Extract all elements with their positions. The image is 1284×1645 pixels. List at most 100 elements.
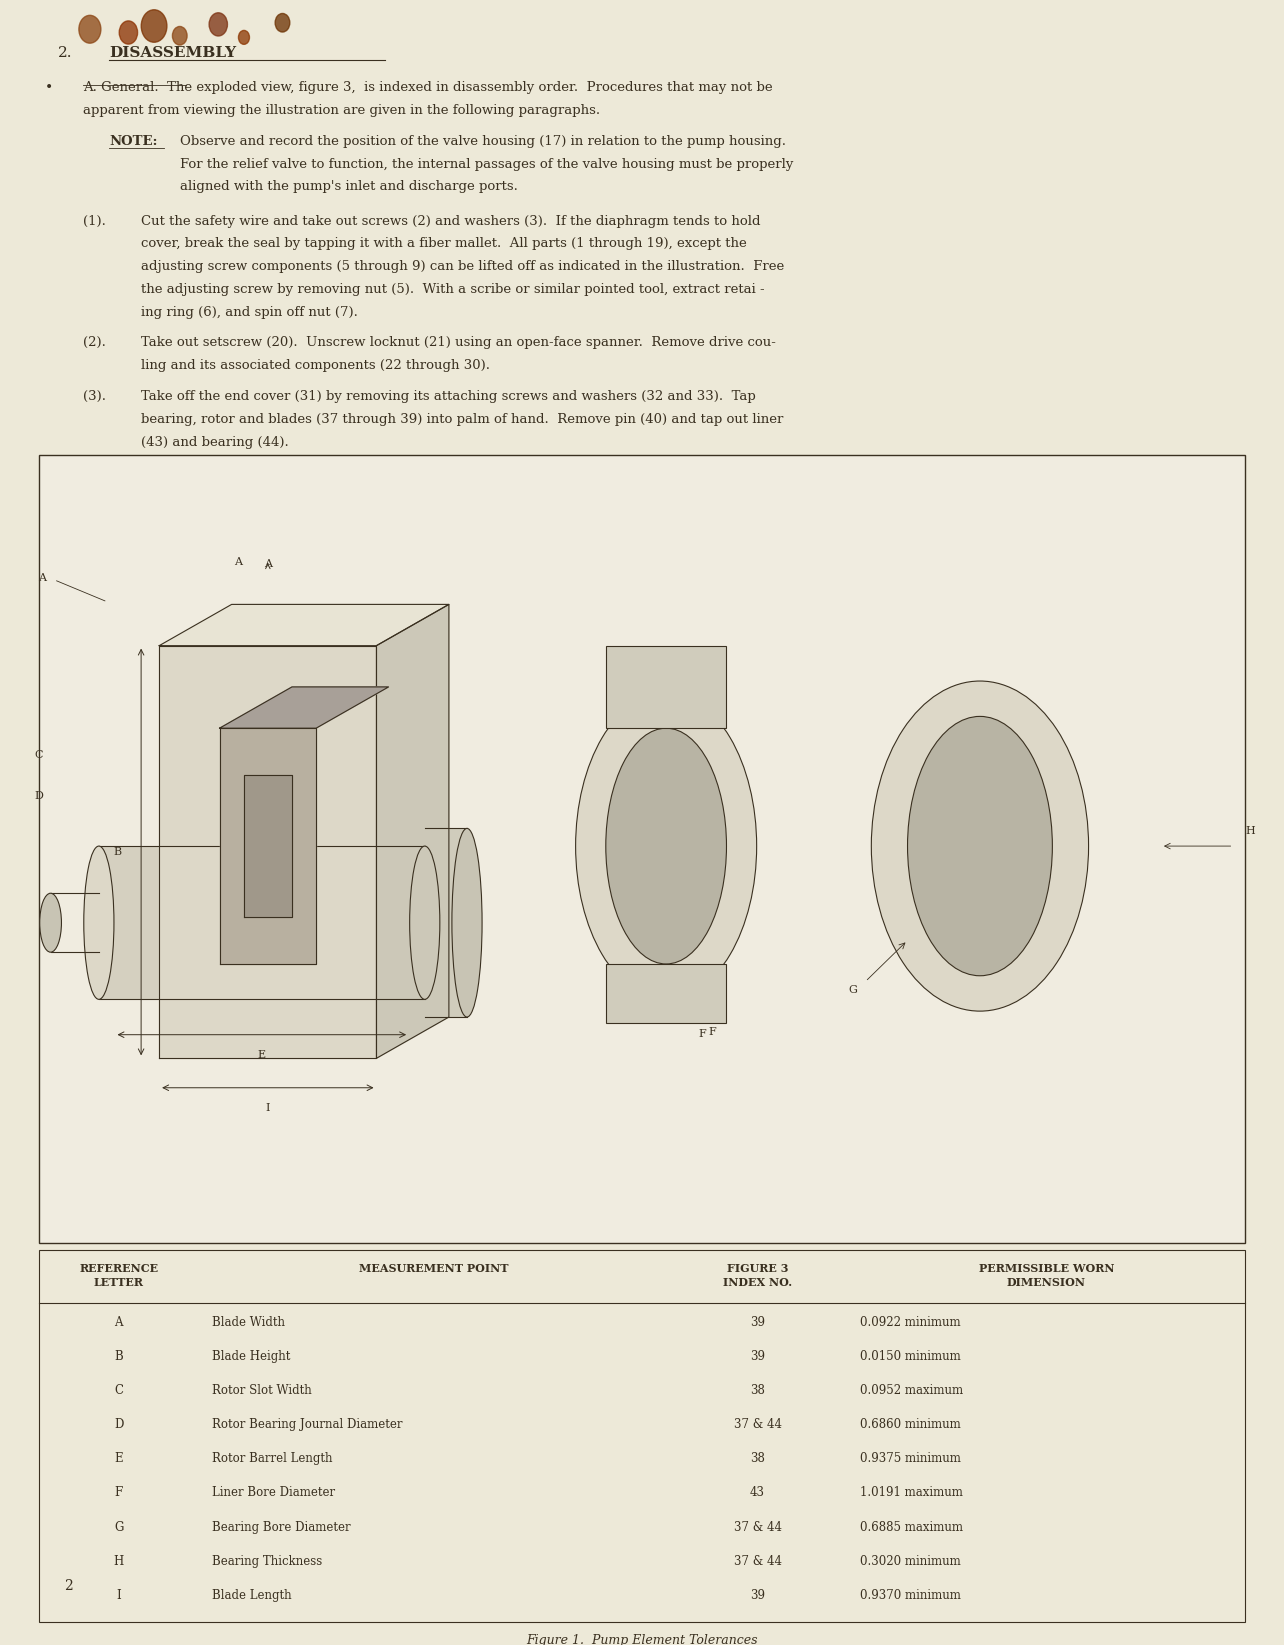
- Text: 0.6860 minimum: 0.6860 minimum: [860, 1418, 960, 1431]
- Text: Cut the safety wire and take out screws (2) and washers (3).  If the diaphragm t: Cut the safety wire and take out screws …: [141, 214, 760, 227]
- Text: adjusting screw components (5 through 9) can be lifted off as indicated in the i: adjusting screw components (5 through 9)…: [141, 260, 785, 273]
- Text: A: A: [114, 1316, 123, 1329]
- Text: DISASSEMBLY: DISASSEMBLY: [109, 46, 236, 59]
- Text: E: E: [114, 1453, 123, 1466]
- Text: E: E: [258, 1050, 266, 1061]
- Ellipse shape: [908, 717, 1053, 975]
- Text: A: A: [263, 559, 272, 569]
- Ellipse shape: [452, 829, 482, 1017]
- Text: B: B: [113, 847, 121, 857]
- Bar: [606, 645, 727, 729]
- Text: Figure 1.  Pump Element Tolerances: Figure 1. Pump Element Tolerances: [526, 1633, 758, 1645]
- Text: •: •: [45, 81, 53, 95]
- Ellipse shape: [575, 693, 756, 1000]
- Bar: [425, 829, 467, 1017]
- Text: Liner Bore Diameter: Liner Bore Diameter: [212, 1487, 335, 1499]
- Text: 0.3020 minimum: 0.3020 minimum: [860, 1555, 960, 1568]
- Text: NOTE:: NOTE:: [109, 135, 158, 148]
- Text: 39: 39: [750, 1589, 765, 1602]
- Text: F: F: [114, 1487, 123, 1499]
- Text: MEASUREMENT POINT: MEASUREMENT POINT: [358, 1263, 508, 1273]
- Circle shape: [78, 15, 101, 43]
- Circle shape: [141, 10, 167, 43]
- Text: 0.9375 minimum: 0.9375 minimum: [860, 1453, 962, 1466]
- Text: 2: 2: [64, 1579, 73, 1592]
- Text: PERMISSIBLE WORN
DIMENSION: PERMISSIBLE WORN DIMENSION: [978, 1263, 1115, 1288]
- Text: 43: 43: [750, 1487, 765, 1499]
- Text: D: D: [114, 1418, 123, 1431]
- Text: (1).: (1).: [83, 214, 107, 227]
- Text: REFERENCE
LETTER: REFERENCE LETTER: [80, 1263, 158, 1288]
- Text: Rotor Slot Width: Rotor Slot Width: [212, 1383, 312, 1397]
- Polygon shape: [244, 775, 291, 916]
- Ellipse shape: [83, 846, 114, 1000]
- Text: D: D: [35, 791, 42, 801]
- Text: Take out setscrew (20).  Unscrew locknut (21) using an open-face spanner.  Remov: Take out setscrew (20). Unscrew locknut …: [141, 337, 776, 349]
- Text: ling and its associated components (22 through 30).: ling and its associated components (22 t…: [141, 359, 490, 372]
- FancyBboxPatch shape: [39, 456, 1245, 1244]
- Text: (3).: (3).: [83, 390, 107, 403]
- Text: 37 & 44: 37 & 44: [733, 1418, 782, 1431]
- Text: H: H: [114, 1555, 123, 1568]
- Text: 38: 38: [750, 1383, 765, 1397]
- Ellipse shape: [872, 681, 1089, 1012]
- Text: FIGURE 3
INDEX NO.: FIGURE 3 INDEX NO.: [723, 1263, 792, 1288]
- Text: 38: 38: [750, 1453, 765, 1466]
- Text: 39: 39: [750, 1351, 765, 1364]
- Text: 0.6885 maximum: 0.6885 maximum: [860, 1520, 963, 1533]
- Circle shape: [275, 13, 290, 31]
- Text: I: I: [266, 1104, 270, 1114]
- Text: H: H: [1245, 826, 1256, 836]
- Ellipse shape: [40, 893, 62, 952]
- Text: G: G: [114, 1520, 123, 1533]
- Circle shape: [172, 26, 187, 44]
- Circle shape: [239, 30, 249, 44]
- Text: For the relief valve to function, the internal passages of the valve housing mus: For the relief valve to function, the in…: [180, 158, 794, 171]
- Text: cover, break the seal by tapping it with a fiber mallet.  All parts (1 through 1: cover, break the seal by tapping it with…: [141, 237, 747, 250]
- Text: 37 & 44: 37 & 44: [733, 1555, 782, 1568]
- Text: F: F: [698, 1028, 706, 1038]
- Text: 37 & 44: 37 & 44: [733, 1520, 782, 1533]
- Text: 2.: 2.: [58, 46, 72, 59]
- Text: 0.0952 maximum: 0.0952 maximum: [860, 1383, 963, 1397]
- Text: C: C: [114, 1383, 123, 1397]
- Text: ing ring (6), and spin off nut (7).: ing ring (6), and spin off nut (7).: [141, 306, 358, 319]
- Text: Blade Height: Blade Height: [212, 1351, 290, 1364]
- Text: 1.0191 maximum: 1.0191 maximum: [860, 1487, 963, 1499]
- Text: 0.9370 minimum: 0.9370 minimum: [860, 1589, 962, 1602]
- Text: Bearing Bore Diameter: Bearing Bore Diameter: [212, 1520, 351, 1533]
- Text: C: C: [35, 750, 42, 760]
- Text: A: A: [234, 558, 241, 568]
- Text: G: G: [849, 985, 858, 995]
- Text: A. General.  The exploded view, figure 3,  is indexed in disassembly order.  Pro: A. General. The exploded view, figure 3,…: [83, 81, 773, 94]
- Text: (43) and bearing (44).: (43) and bearing (44).: [141, 436, 289, 449]
- Text: 0.0922 minimum: 0.0922 minimum: [860, 1316, 960, 1329]
- Polygon shape: [376, 604, 449, 1058]
- Text: 39: 39: [750, 1316, 765, 1329]
- Text: A: A: [39, 572, 46, 582]
- Polygon shape: [159, 604, 449, 645]
- Text: I: I: [117, 1589, 121, 1602]
- Text: the adjusting screw by removing nut (5).  With a scribe or similar pointed tool,: the adjusting screw by removing nut (5).…: [141, 283, 765, 296]
- Text: Take off the end cover (31) by removing its attaching screws and washers (32 and: Take off the end cover (31) by removing …: [141, 390, 756, 403]
- Text: B: B: [114, 1351, 123, 1364]
- Text: Rotor Barrel Length: Rotor Barrel Length: [212, 1453, 333, 1466]
- Text: apparent from viewing the illustration are given in the following paragraphs.: apparent from viewing the illustration a…: [83, 104, 601, 117]
- Text: F: F: [709, 1026, 716, 1036]
- Bar: [39, 1250, 1245, 1622]
- Ellipse shape: [606, 729, 727, 964]
- Text: Blade Length: Blade Length: [212, 1589, 291, 1602]
- Text: (2).: (2).: [83, 337, 107, 349]
- Text: Blade Width: Blade Width: [212, 1316, 285, 1329]
- Bar: [606, 964, 727, 1023]
- Text: bearing, rotor and blades (37 through 39) into palm of hand.  Remove pin (40) an: bearing, rotor and blades (37 through 39…: [141, 413, 783, 426]
- Circle shape: [209, 13, 227, 36]
- Text: Bearing Thickness: Bearing Thickness: [212, 1555, 322, 1568]
- Polygon shape: [220, 729, 316, 964]
- Bar: [99, 846, 425, 1000]
- Text: Observe and record the position of the valve housing (17) in relation to the pum: Observe and record the position of the v…: [180, 135, 786, 148]
- Circle shape: [119, 21, 137, 44]
- Text: 0.0150 minimum: 0.0150 minimum: [860, 1351, 960, 1364]
- Text: aligned with the pump's inlet and discharge ports.: aligned with the pump's inlet and discha…: [180, 181, 517, 194]
- Polygon shape: [220, 688, 389, 729]
